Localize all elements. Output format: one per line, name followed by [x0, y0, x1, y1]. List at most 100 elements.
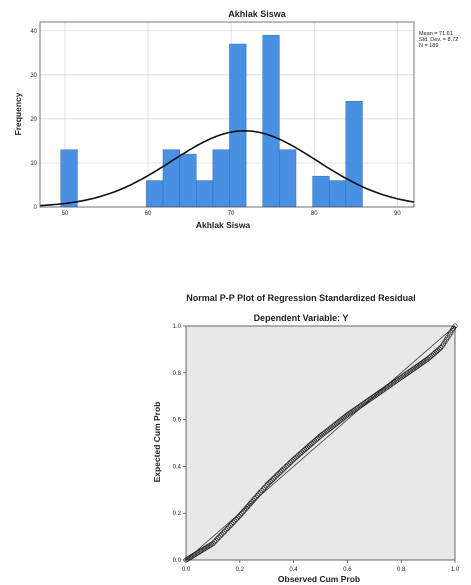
pp-point: [254, 492, 261, 499]
pp-point: [438, 345, 444, 351]
pp-point: [199, 547, 205, 553]
pp-point: [214, 536, 221, 542]
pp-point: [224, 525, 231, 531]
pp-point: [312, 438, 318, 444]
pp-point: [300, 448, 306, 454]
histogram-title: Akhlak Siswa: [228, 9, 287, 19]
y-tick-label: 0.0: [173, 558, 182, 564]
histogram-sd-label: Std. Dev. = 8.72: [419, 37, 458, 43]
pp-point: [273, 473, 279, 479]
histogram-y-ticks: 0 10 20 30 40: [30, 29, 37, 211]
pp-point: [239, 510, 245, 516]
pp-point: [220, 530, 226, 536]
pp-point: [200, 546, 206, 553]
pp-point: [187, 554, 193, 560]
histogram-bar: [312, 175, 330, 208]
pp-point: [276, 470, 282, 476]
pp-point: [197, 548, 203, 554]
pp-point: [247, 501, 253, 507]
y-tick-label: 40: [30, 29, 37, 35]
pp-point: [194, 550, 201, 556]
pp-reference-line: [185, 325, 456, 561]
pp-point: [259, 488, 265, 494]
pp-point: [192, 552, 198, 558]
pp-point: [309, 440, 315, 447]
pp-point: [213, 537, 219, 543]
pp-point: [227, 522, 233, 528]
pp-point: [287, 459, 294, 465]
pp-point: [266, 480, 272, 486]
pp-point: [265, 481, 271, 487]
y-tick-label: 30: [30, 73, 37, 79]
pp-point: [212, 539, 218, 545]
histogram-bar: [146, 180, 164, 208]
histogram-bar: [328, 180, 347, 208]
pp-point: [209, 541, 215, 547]
histogram-bar: [262, 34, 280, 208]
pp-point: [433, 348, 439, 355]
y-tick-label: 0: [34, 205, 38, 211]
pp-point: [289, 458, 295, 464]
pp-point: [272, 474, 278, 481]
y-tick-label: 1.0: [173, 324, 182, 330]
pp-point: [253, 494, 259, 500]
histogram-bar: [179, 153, 197, 208]
pp-point: [430, 351, 437, 357]
pp-point: [219, 531, 225, 537]
histogram-x-axis-label: Akhlak Siswa: [196, 220, 251, 230]
y-tick-label: 0.8: [173, 371, 182, 377]
pp-point: [426, 355, 432, 361]
x-tick-label: 0.2: [236, 567, 245, 573]
y-tick-label: 10: [30, 161, 37, 167]
pp-point: [242, 507, 248, 513]
histogram-bar: [60, 149, 78, 208]
pp-point: [230, 519, 236, 525]
pp-point: [249, 499, 255, 505]
pp-point: [216, 534, 222, 540]
histogram-bar: [279, 149, 297, 208]
x-tick-label: 0.8: [397, 567, 406, 573]
pp-point: [243, 505, 249, 511]
pp-point: [250, 497, 256, 503]
pp-point: [236, 513, 242, 519]
pp-point: [186, 555, 192, 561]
pp-point: [283, 463, 289, 470]
pp-point: [202, 546, 208, 552]
pp-point: [292, 455, 298, 461]
pp-point: [310, 439, 316, 445]
pp-plot-chart: Normal P-P Plot of Regression Standardiz…: [152, 293, 460, 584]
pp-point: [196, 549, 202, 555]
y-tick-label: 20: [30, 117, 37, 123]
pp-point: [293, 454, 299, 460]
pp-point: [299, 449, 305, 455]
pp-plot-title: Normal P-P Plot of Regression Standardiz…: [186, 293, 415, 303]
histogram-bar: [229, 43, 247, 208]
histogram-bar: [345, 101, 363, 208]
pp-point: [252, 496, 258, 502]
pp-point: [262, 484, 268, 490]
histogram-bar: [212, 149, 230, 208]
pp-point: [302, 447, 308, 453]
y-tick-label: 0.6: [173, 418, 182, 424]
pp-point: [307, 442, 314, 448]
pp-point: [295, 453, 301, 459]
pp-point: [222, 528, 228, 534]
x-tick-label: 60: [145, 211, 152, 217]
normal-curve: [39, 129, 415, 207]
pp-point: [246, 502, 252, 508]
pp-point: [428, 353, 434, 360]
y-tick-label: 0.4: [173, 464, 182, 470]
pp-point: [280, 466, 286, 472]
histogram-bar: [195, 180, 214, 208]
pp-point: [315, 435, 321, 442]
x-tick-label: 0.6: [343, 567, 352, 573]
pp-point: [233, 516, 239, 522]
x-tick-label: 90: [394, 211, 401, 217]
x-tick-label: 80: [311, 211, 318, 217]
pp-point: [305, 444, 311, 450]
pp-point: [184, 556, 190, 562]
histogram-n-label: N = 189: [419, 43, 438, 49]
pp-point: [229, 521, 235, 527]
pp-points: [183, 323, 458, 563]
x-tick-label: 1.0: [451, 567, 460, 573]
